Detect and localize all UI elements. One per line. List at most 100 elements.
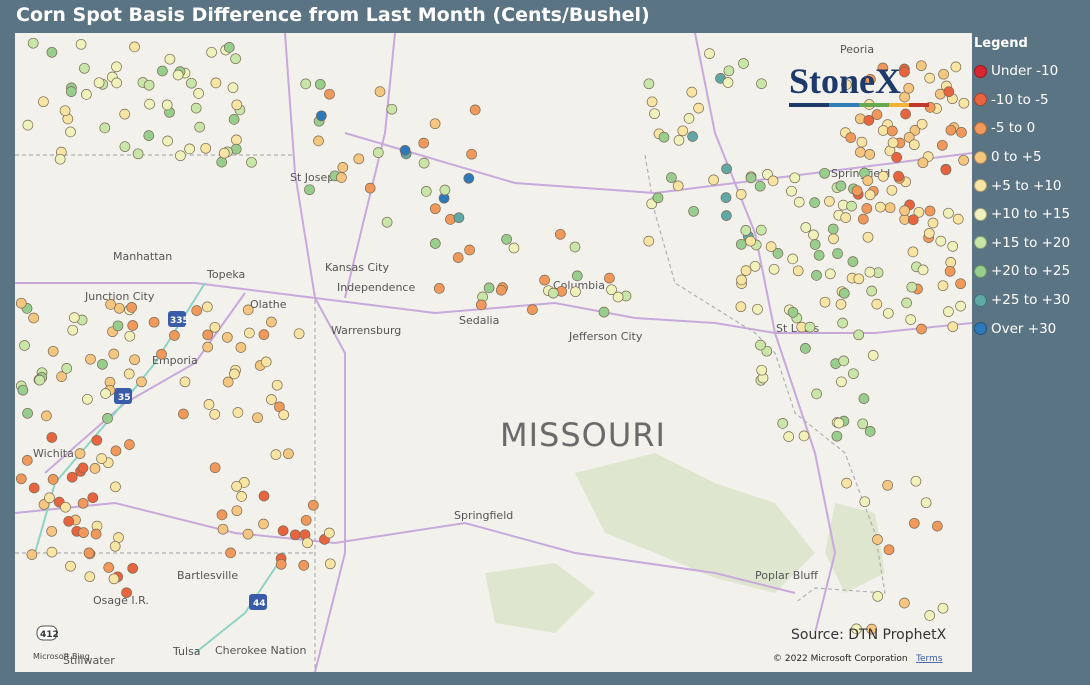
legend-swatch bbox=[974, 93, 987, 107]
station-dot bbox=[99, 122, 111, 134]
station-dot bbox=[289, 529, 301, 541]
legend-label: +20 to +25 bbox=[991, 263, 1071, 280]
station-dot bbox=[109, 540, 121, 552]
station-dot bbox=[433, 283, 445, 294]
station-dot bbox=[222, 376, 234, 388]
station-dot bbox=[672, 180, 684, 192]
station-dot bbox=[721, 210, 732, 221]
station-dot bbox=[59, 105, 71, 117]
station-dot bbox=[184, 143, 195, 155]
legend-label: +5 to +10 bbox=[991, 177, 1062, 194]
station-dot bbox=[41, 410, 52, 422]
station-dot bbox=[463, 172, 475, 184]
city-label: Stillwater bbox=[63, 654, 115, 667]
station-dot bbox=[956, 127, 967, 138]
station-dot bbox=[755, 224, 767, 236]
station-dot bbox=[277, 525, 289, 537]
station-dot bbox=[901, 297, 912, 309]
station-dot bbox=[907, 246, 919, 258]
legend-label: +25 to +30 bbox=[991, 292, 1071, 309]
station-dot bbox=[944, 265, 956, 277]
station-dot bbox=[835, 298, 847, 310]
station-dot bbox=[861, 203, 873, 214]
station-dot bbox=[136, 376, 147, 388]
station-dot bbox=[840, 212, 852, 223]
station-dot bbox=[877, 62, 889, 74]
legend-swatch bbox=[974, 322, 987, 336]
station-dot bbox=[63, 515, 75, 527]
station-dot bbox=[68, 312, 80, 323]
station-dot bbox=[819, 167, 830, 179]
station-dot bbox=[206, 46, 217, 58]
station-dot bbox=[658, 131, 670, 143]
station-dot bbox=[44, 492, 55, 504]
station-dot bbox=[119, 141, 131, 152]
station-dot bbox=[754, 180, 766, 192]
station-dot bbox=[851, 623, 862, 635]
terms-link[interactable]: Terms bbox=[915, 654, 943, 664]
station-dot bbox=[418, 137, 430, 149]
station-dot bbox=[110, 481, 121, 493]
station-dot bbox=[756, 364, 768, 376]
station-dot bbox=[808, 229, 819, 241]
station-dot bbox=[100, 388, 111, 399]
station-dot bbox=[381, 216, 393, 228]
station-dot bbox=[677, 125, 689, 137]
station-dot bbox=[91, 434, 103, 446]
legend-item: +25 to +30 bbox=[974, 286, 1090, 315]
station-dot bbox=[867, 350, 879, 361]
station-dot bbox=[216, 509, 228, 521]
station-dot bbox=[547, 287, 559, 299]
station-dot bbox=[157, 65, 168, 77]
station-dot bbox=[862, 231, 874, 243]
legend-label: -10 to -5 bbox=[991, 91, 1049, 108]
station-dot bbox=[924, 205, 936, 217]
station-dot bbox=[210, 77, 222, 89]
station-dot bbox=[811, 270, 822, 281]
station-dot bbox=[935, 235, 947, 247]
station-dot bbox=[858, 393, 870, 404]
station-dot bbox=[955, 278, 966, 290]
station-dot bbox=[300, 78, 312, 90]
station-dot bbox=[143, 79, 155, 91]
station-dot bbox=[242, 528, 254, 540]
station-dot bbox=[688, 205, 699, 217]
station-dot bbox=[374, 86, 386, 97]
legend-item: +10 to +15 bbox=[974, 200, 1090, 229]
station-dot bbox=[186, 77, 197, 89]
station-dot bbox=[752, 303, 763, 315]
station-dot bbox=[845, 132, 857, 143]
highway-shields: 335 35 44 412 bbox=[36, 311, 267, 641]
station-dot bbox=[15, 297, 27, 309]
station-dot bbox=[686, 86, 698, 98]
station-dot bbox=[947, 240, 959, 252]
station-dot bbox=[209, 408, 221, 420]
station-dot bbox=[271, 379, 283, 391]
station-dot bbox=[882, 479, 893, 491]
legend-swatch bbox=[974, 207, 987, 221]
station-dot bbox=[216, 156, 228, 168]
station-dot bbox=[148, 316, 160, 328]
station-dot bbox=[859, 496, 871, 508]
station-dot bbox=[687, 131, 698, 142]
shield-label: 35 bbox=[118, 393, 131, 403]
legend-swatch bbox=[974, 121, 987, 135]
station-dot bbox=[857, 213, 869, 225]
station-dot bbox=[26, 549, 38, 560]
station-dot bbox=[82, 393, 93, 405]
city-label: Wichita bbox=[33, 447, 74, 460]
station-dot bbox=[945, 257, 957, 268]
station-dot bbox=[828, 233, 839, 245]
station-dot bbox=[313, 135, 324, 147]
station-dot bbox=[66, 471, 78, 483]
station-dot bbox=[364, 182, 376, 194]
station-dot bbox=[172, 69, 184, 81]
station-dot bbox=[772, 248, 784, 259]
station-dot bbox=[161, 99, 173, 111]
station-dot bbox=[258, 490, 270, 502]
station-dot bbox=[178, 408, 189, 420]
station-dot bbox=[386, 103, 398, 115]
logo: StoneX bbox=[789, 61, 929, 107]
station-dot bbox=[745, 172, 757, 184]
station-dot bbox=[915, 60, 927, 72]
